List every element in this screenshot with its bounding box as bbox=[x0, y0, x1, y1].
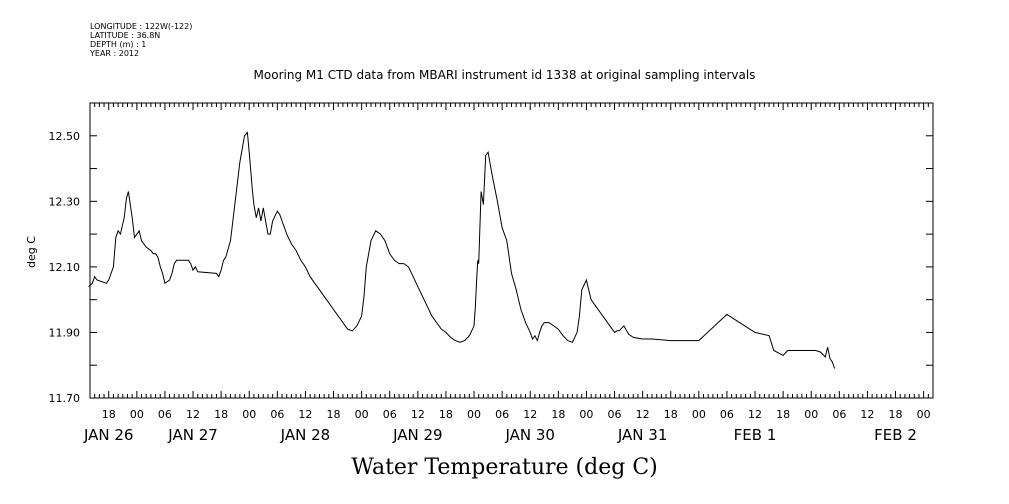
hour-tick-label: 12 bbox=[523, 408, 537, 421]
day-label: JAN 28 bbox=[280, 426, 331, 444]
hour-tick-label: 12 bbox=[860, 408, 874, 421]
hour-tick-label: 00 bbox=[804, 408, 818, 421]
hour-tick-label: 12 bbox=[186, 408, 200, 421]
hour-tick-label: 06 bbox=[270, 408, 284, 421]
hour-tick-label: 12 bbox=[411, 408, 425, 421]
day-label: JAN 29 bbox=[392, 426, 443, 444]
hour-tick-label: 12 bbox=[636, 408, 650, 421]
day-label: JAN 27 bbox=[167, 426, 218, 444]
axis-ticks bbox=[89, 102, 934, 399]
y-tick-label: 12.10 bbox=[49, 261, 81, 274]
hour-tick-label: 00 bbox=[242, 408, 256, 421]
hour-tick-label: 12 bbox=[298, 408, 312, 421]
day-labels: JAN 26 JAN 27 JAN 28 JAN 29 JAN 30 JAN 31 FEB … bbox=[83, 426, 917, 444]
hour-tick-label: 18 bbox=[776, 408, 790, 421]
hour-tick-label: 06 bbox=[720, 408, 734, 421]
y-tick-label: 11.90 bbox=[49, 326, 81, 339]
hour-tick-label: 18 bbox=[102, 408, 116, 421]
day-label: JAN 31 bbox=[617, 426, 668, 444]
hour-tick-label: 00 bbox=[579, 408, 593, 421]
hour-tick-label: 00 bbox=[130, 408, 144, 421]
chart-title: Mooring M1 CTD data from MBARI instrumen… bbox=[253, 68, 756, 82]
series-line bbox=[88, 131, 836, 369]
hour-tick-label: 00 bbox=[917, 408, 931, 421]
hour-tick-label: 06 bbox=[158, 408, 172, 421]
metadata-block: LONGITUDE : 122W(-122) LATITUDE : 36.8N DE… bbox=[90, 22, 192, 58]
hour-tick-label: 00 bbox=[467, 408, 481, 421]
day-label: FEB 2 bbox=[874, 426, 917, 444]
year-text: YEAR : 2012 bbox=[90, 49, 140, 58]
day-label: JAN 26 bbox=[83, 426, 134, 444]
day-label: FEB 1 bbox=[734, 426, 777, 444]
hour-tick-label: 18 bbox=[664, 408, 678, 421]
hour-tick-label: 06 bbox=[383, 408, 397, 421]
hour-tick-label: 06 bbox=[832, 408, 846, 421]
x-axis-title: Water Temperature (deg C) bbox=[351, 455, 658, 480]
plot-frame bbox=[89, 102, 934, 399]
y-axis-label: deg C bbox=[25, 236, 38, 268]
depth-text: DEPTH (m) : 1 bbox=[90, 40, 147, 49]
hour-tick-label: 18 bbox=[439, 408, 453, 421]
longitude-text: LONGITUDE : 122W(-122) bbox=[90, 22, 193, 31]
hour-tick-label: 12 bbox=[748, 408, 762, 421]
hour-tick-label: 06 bbox=[495, 408, 509, 421]
hour-tick-label: 18 bbox=[889, 408, 903, 421]
hour-tick-label: 18 bbox=[214, 408, 228, 421]
hour-tick-label: 18 bbox=[327, 408, 341, 421]
y-tick-label: 11.70 bbox=[49, 392, 81, 405]
day-label: JAN 30 bbox=[504, 426, 555, 444]
latitude-text: LATITUDE : 36.8N bbox=[90, 31, 161, 40]
y-tick-label: 12.30 bbox=[49, 195, 81, 208]
hour-tick-label: 18 bbox=[551, 408, 565, 421]
hour-tick-label: 06 bbox=[608, 408, 622, 421]
hour-tick-label: 00 bbox=[692, 408, 706, 421]
y-tick-label: 12.50 bbox=[49, 130, 81, 143]
hour-tick-labels: 18 00 06 12 18 00 06 12 18 00 06 12 18 00 06 12 18 00 06 12… bbox=[102, 408, 931, 421]
y-tick-labels: 11.70 11.90 12.10 12.30 12.50 bbox=[49, 130, 81, 405]
hour-tick-label: 00 bbox=[355, 408, 369, 421]
